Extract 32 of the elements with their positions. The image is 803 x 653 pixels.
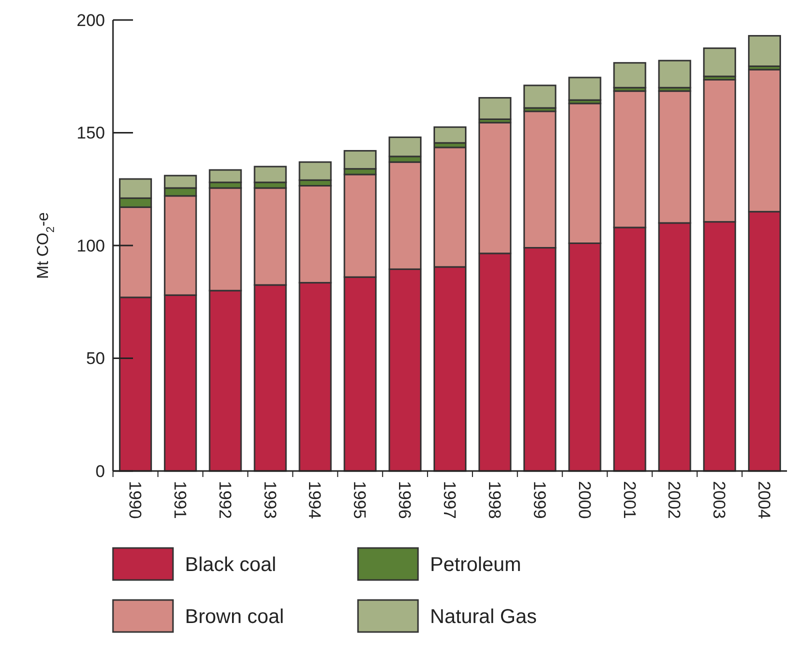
- x-tick-label: 1997: [440, 481, 460, 519]
- bar: [478, 97, 512, 120]
- x-tick-label: 1998: [484, 481, 504, 519]
- x-tick-label: 1999: [530, 481, 549, 519]
- bar: [434, 126, 466, 144]
- y-tick-label: 50: [86, 349, 105, 368]
- legend-label: Brown coal: [185, 606, 284, 628]
- x-tick-label: 1992: [215, 481, 234, 519]
- bar: [658, 60, 692, 88]
- x-tick-label: 1991: [170, 481, 190, 519]
- legend-label: Black coal: [185, 554, 276, 576]
- x-tick-label: 1996: [395, 481, 414, 519]
- bar: [748, 35, 782, 67]
- x-tick-label: 1995: [350, 481, 370, 519]
- x-tick-label: 2003: [710, 481, 729, 519]
- bar: [568, 76, 602, 101]
- x-tick-label: 2000: [574, 481, 594, 519]
- x-tick-label: 1990: [126, 481, 145, 519]
- legend-label: Natural Gas: [430, 606, 537, 628]
- x-tick-label: 1994: [305, 481, 324, 519]
- x-tick-label: 2004: [754, 481, 774, 519]
- x-tick-label: 2001: [620, 481, 639, 519]
- y-tick-label: 150: [76, 124, 105, 143]
- bar: [613, 62, 646, 88]
- y-tick-label: 200: [76, 10, 105, 30]
- bar: [703, 47, 736, 78]
- y-tick-label: 0: [96, 462, 105, 481]
- x-tick-label: 1993: [260, 481, 280, 519]
- legend-label: Petroleum: [430, 554, 522, 576]
- bar: [523, 84, 556, 109]
- y-tick-label: 100: [76, 236, 105, 256]
- x-tick-label: 2002: [664, 481, 684, 519]
